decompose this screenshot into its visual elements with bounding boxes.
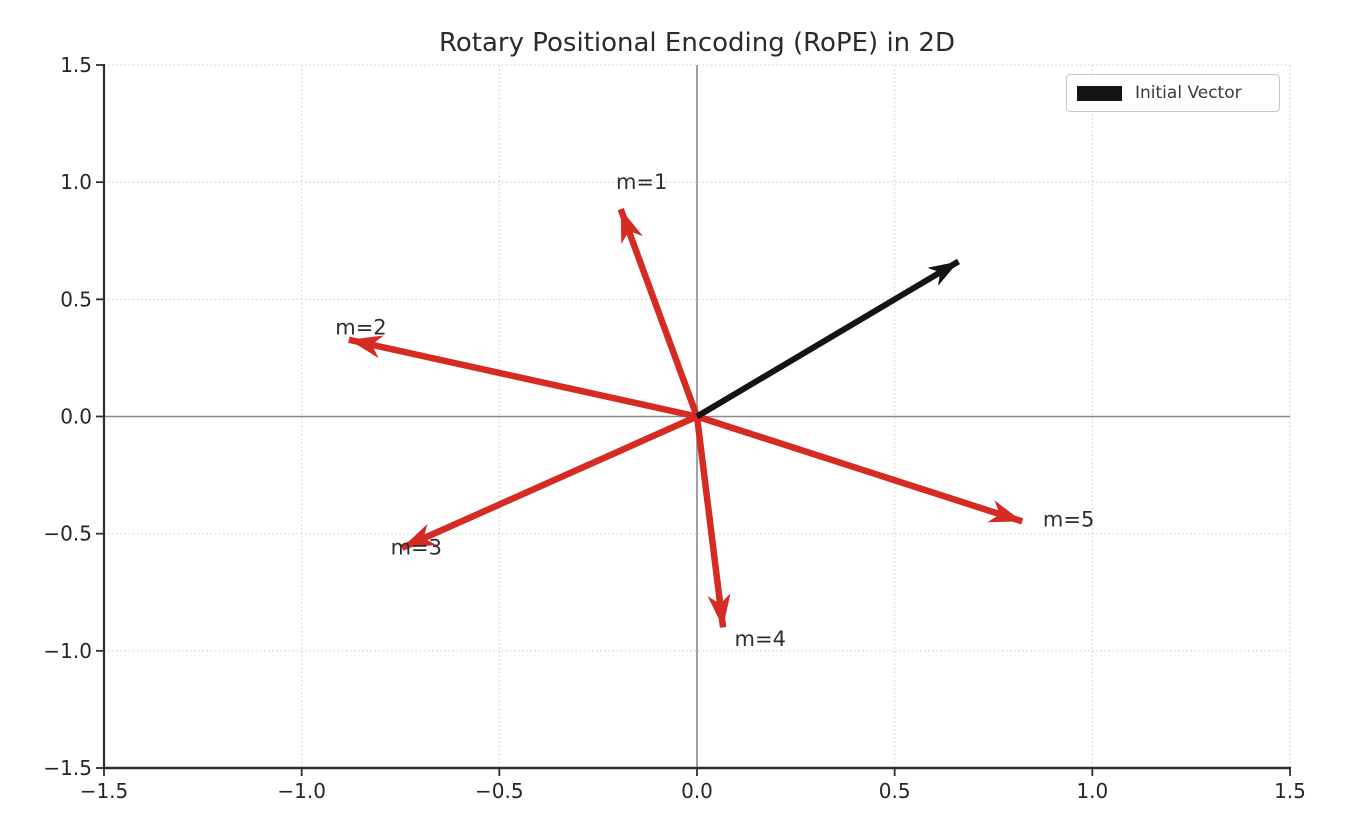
annotation-m3: m=3	[391, 536, 442, 560]
x-tick-label: −1.5	[80, 779, 129, 803]
vector-initial-vector	[695, 258, 961, 420]
x-tick-label: −1.0	[277, 779, 326, 803]
legend-swatch-initial-vector	[1077, 85, 1122, 101]
y-tick-label: −0.5	[43, 522, 92, 546]
x-tick-label: −0.5	[475, 779, 524, 803]
y-tick-label: −1.5	[43, 756, 92, 780]
x-tick-label: 0.0	[681, 779, 713, 803]
y-tick-label: 1.5	[60, 53, 92, 77]
annotation-m1: m=1	[616, 170, 667, 194]
y-tick-label: 0.0	[60, 405, 92, 429]
axis-tick-labels: −1.5 −1.0 −0.5 0.0 0.5 1.0 1.5 −1.5 −1.0 −0.5 0.0 0…	[43, 53, 1305, 803]
y-tick-label: −1.0	[43, 639, 92, 663]
y-tick-label: 1.0	[60, 170, 92, 194]
chart-title: Rotary Positional Encoding (RoPE) in 2D	[439, 28, 955, 58]
axis-ticks	[96, 64, 1291, 776]
annotation-m4: m=4	[735, 627, 786, 651]
vector-annotations: m=1 m=2 m=3 m=4 m=5	[335, 170, 1094, 651]
legend: Initial Vector	[1066, 74, 1280, 112]
legend-label-initial-vector: Initial Vector	[1135, 83, 1242, 103]
vector-m4	[693, 416, 731, 628]
vector-m2	[348, 335, 698, 420]
annotation-m2: m=2	[335, 315, 386, 339]
vector-m3	[400, 413, 699, 551]
x-tick-label: 0.5	[879, 779, 911, 803]
annotation-m5: m=5	[1043, 508, 1094, 532]
y-tick-label: 0.5	[60, 287, 92, 311]
vector-m5	[696, 413, 1024, 525]
x-tick-label: 1.0	[1076, 779, 1108, 803]
vector-m1	[617, 207, 701, 418]
vectors	[348, 207, 1024, 628]
x-tick-label: 1.5	[1274, 779, 1306, 803]
